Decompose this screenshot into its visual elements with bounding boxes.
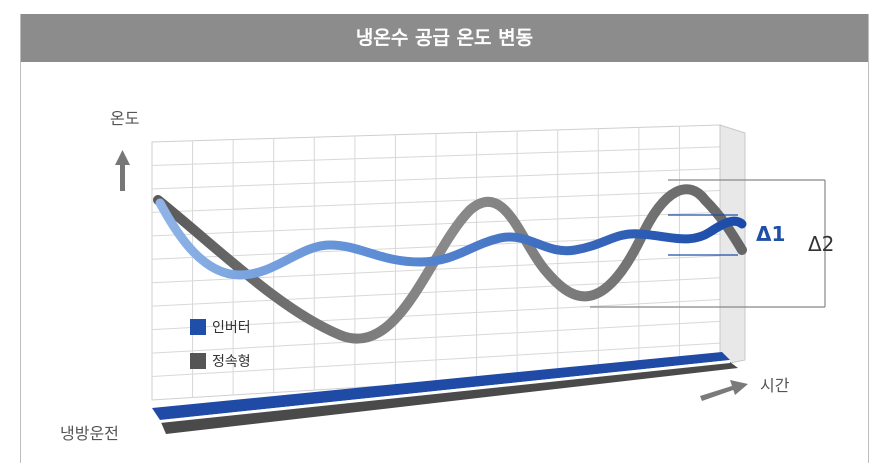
- chart-title: 냉온수 공급 온도 변동: [21, 14, 868, 62]
- grid-line-h: [151, 189, 721, 213]
- grid-line-h: [151, 211, 721, 237]
- grid-line-h: [151, 146, 721, 166]
- grid-line-h: [151, 320, 721, 354]
- bottom-label: 냉방운전: [60, 424, 119, 443]
- delta2-label: Δ2: [808, 232, 835, 256]
- floor-bars: [152, 352, 738, 434]
- y-axis-arrow-icon: [115, 150, 130, 191]
- legend-item-inverter: 인버터: [190, 317, 251, 337]
- delta1-label: Δ1: [756, 222, 786, 246]
- legend-swatch: [190, 353, 206, 369]
- x-axis-label: 시간: [760, 376, 790, 395]
- delta-markers: [590, 179, 826, 308]
- legend-label: 인버터: [212, 320, 251, 336]
- legend-item-constant-speed: 정속형: [190, 351, 251, 371]
- grid-line-h: [151, 342, 721, 378]
- grid-line-h: [151, 277, 721, 307]
- legend-swatch: [190, 319, 206, 335]
- grid-line-h: [151, 299, 721, 331]
- chart-frame: 냉온수 공급 온도 변동: [20, 14, 869, 463]
- legend-label: 정속형: [212, 354, 251, 370]
- series-inverter-line: [155, 198, 747, 280]
- series-constant-speed-line: [153, 184, 747, 344]
- y-axis-label: 온도: [110, 109, 140, 128]
- grid-line-h: [151, 168, 721, 190]
- x-axis-arrow-icon: [700, 380, 748, 401]
